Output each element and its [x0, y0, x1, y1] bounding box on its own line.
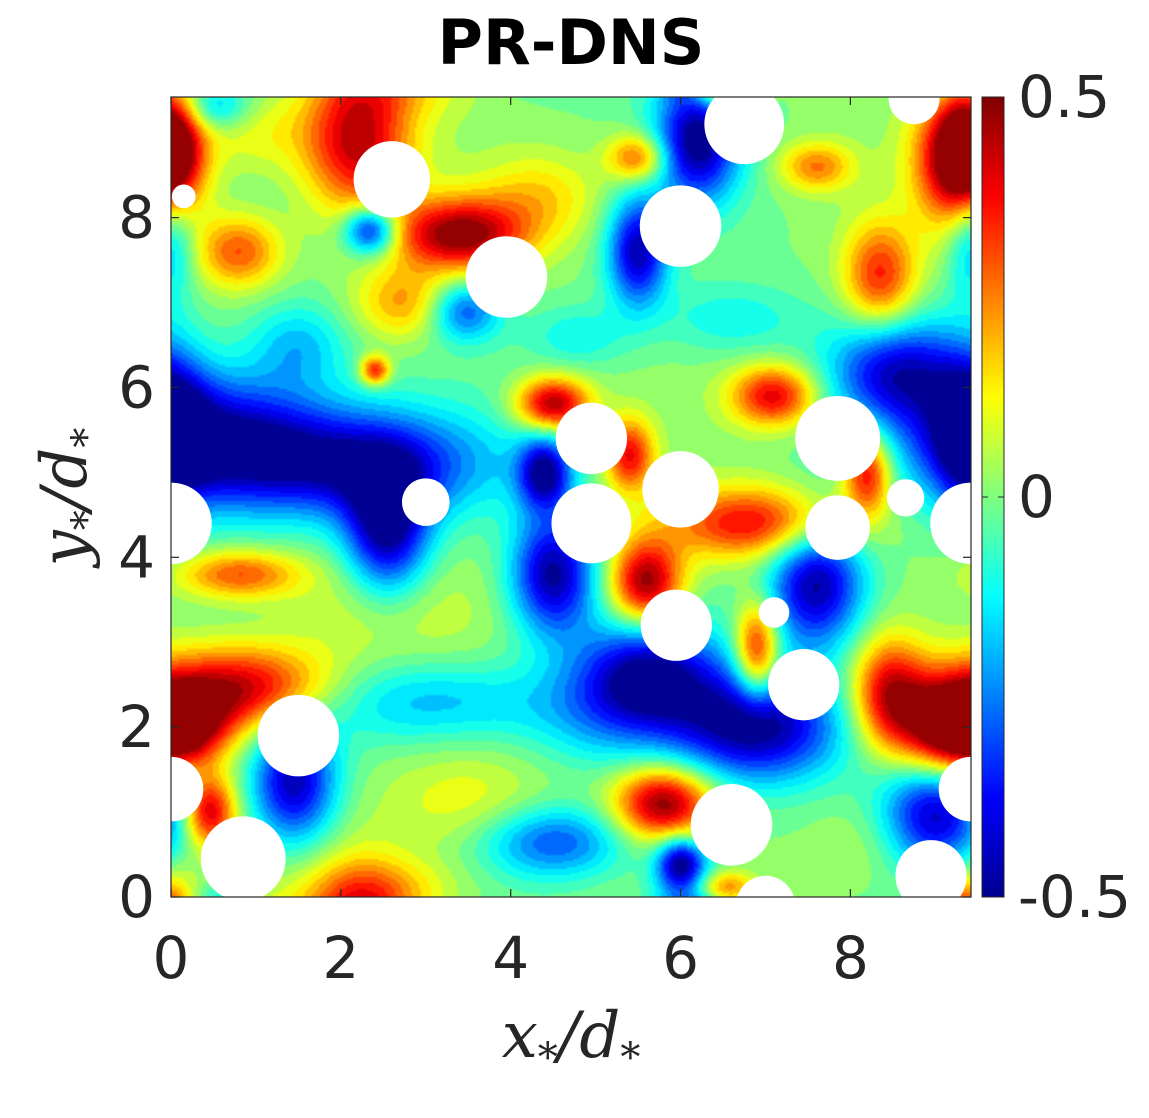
particle [704, 97, 785, 165]
plot-frame [170, 96, 972, 898]
x-tick-label: 2 [322, 924, 359, 992]
particle [401, 478, 450, 526]
x-tick-label: 6 [662, 924, 699, 992]
colorbar-ticks: 0.5 0 -0.5 [982, 63, 1131, 931]
x-tick-label: 4 [492, 924, 529, 992]
particle [758, 597, 790, 628]
particle [639, 185, 722, 267]
particle [690, 784, 773, 866]
colorbar-tick-label: 0.5 [1018, 63, 1110, 131]
particle [795, 395, 881, 481]
x-tick-label: 8 [832, 924, 869, 992]
particle [465, 236, 548, 318]
particle-layer [171, 97, 971, 897]
particle [768, 649, 840, 721]
y-axis-label: y*/d* [28, 428, 110, 570]
particle [640, 589, 712, 661]
particle [171, 482, 212, 565]
x-axis-label: x*/d* [502, 999, 641, 1081]
particle [886, 479, 925, 517]
particle [200, 816, 286, 897]
plot-area [170, 96, 972, 898]
particle [551, 483, 632, 564]
particle [938, 756, 971, 822]
y-tick-label: 2 [118, 693, 155, 761]
colorbar-tick-label: -0.5 [1018, 863, 1131, 931]
y-tick-label: 6 [118, 353, 155, 421]
particle [930, 482, 971, 565]
colorbar-tick-label: 0 [1018, 463, 1055, 531]
particle [642, 451, 719, 528]
particle [555, 402, 628, 475]
particle [737, 875, 794, 897]
y-tick-label: 8 [118, 184, 155, 252]
chart-title: PR-DNS [438, 6, 705, 79]
x-axis-ticks: 0 2 4 6 8 [153, 97, 869, 992]
particle [257, 694, 340, 777]
particle [171, 184, 196, 209]
y-tick-label: 0 [118, 863, 155, 931]
x-tick-label: 0 [153, 924, 190, 992]
particle [888, 97, 940, 125]
particle [171, 756, 204, 822]
particle [805, 495, 870, 560]
y-axis-ticks: 0 2 4 6 8 [118, 184, 971, 931]
y-tick-label: 4 [118, 523, 155, 591]
particle [895, 840, 967, 897]
particle [353, 141, 431, 218]
